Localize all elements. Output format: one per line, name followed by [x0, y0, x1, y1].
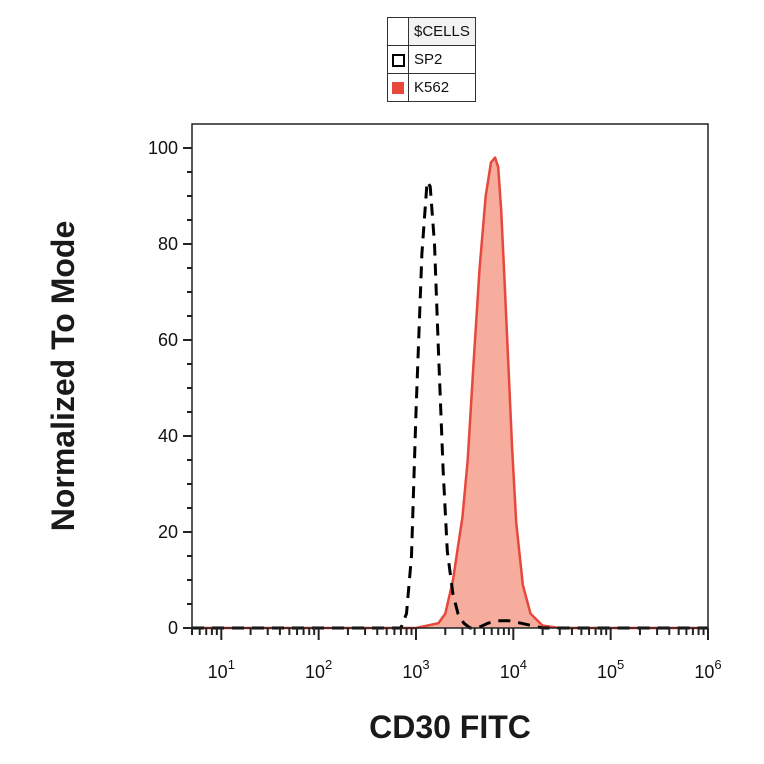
k562-series — [192, 156, 708, 630]
k562-line — [192, 156, 708, 630]
y-axis-label: Normalized To Mode — [45, 221, 81, 532]
x-tick-label: 102 — [305, 657, 332, 682]
legend-label-sp2: SP2 — [408, 45, 476, 74]
x-tick-labels: 101 102 103 104 105 106 — [208, 657, 722, 682]
sp2-series — [192, 180, 708, 630]
legend-label-k562: K562 — [408, 73, 476, 102]
axes — [183, 123, 709, 640]
k562-area-fill — [192, 157, 708, 628]
y-tick-labels: 0 20 40 60 80 100 — [148, 138, 178, 638]
x-tick-label: 105 — [597, 657, 624, 682]
x-tick-label: 106 — [694, 657, 721, 682]
legend-item-k562: K562 — [387, 73, 476, 102]
y-tick-label: 40 — [158, 426, 178, 446]
y-tick-label: 20 — [158, 522, 178, 542]
legend-item-sp2: SP2 — [387, 45, 476, 74]
filled-square-icon — [392, 82, 404, 95]
x-axis-label: CD30 FITC — [369, 709, 531, 745]
sp2-dashed-line — [192, 180, 708, 630]
x-tick-label: 101 — [208, 657, 235, 682]
x-tick-label: 104 — [500, 657, 527, 682]
y-tick-label: 0 — [168, 618, 178, 638]
legend: $CELLS SP2 K562 — [387, 17, 476, 102]
y-tick-label: 60 — [158, 330, 178, 350]
legend-header: $CELLS — [387, 17, 476, 46]
legend-header-blank — [387, 17, 409, 46]
open-square-icon — [391, 53, 405, 67]
y-tick-label: 100 — [148, 138, 178, 158]
y-tick-label: 80 — [158, 234, 178, 254]
legend-title: $CELLS — [408, 17, 476, 46]
x-tick-label: 103 — [402, 657, 429, 682]
plot-frame — [191, 123, 709, 629]
